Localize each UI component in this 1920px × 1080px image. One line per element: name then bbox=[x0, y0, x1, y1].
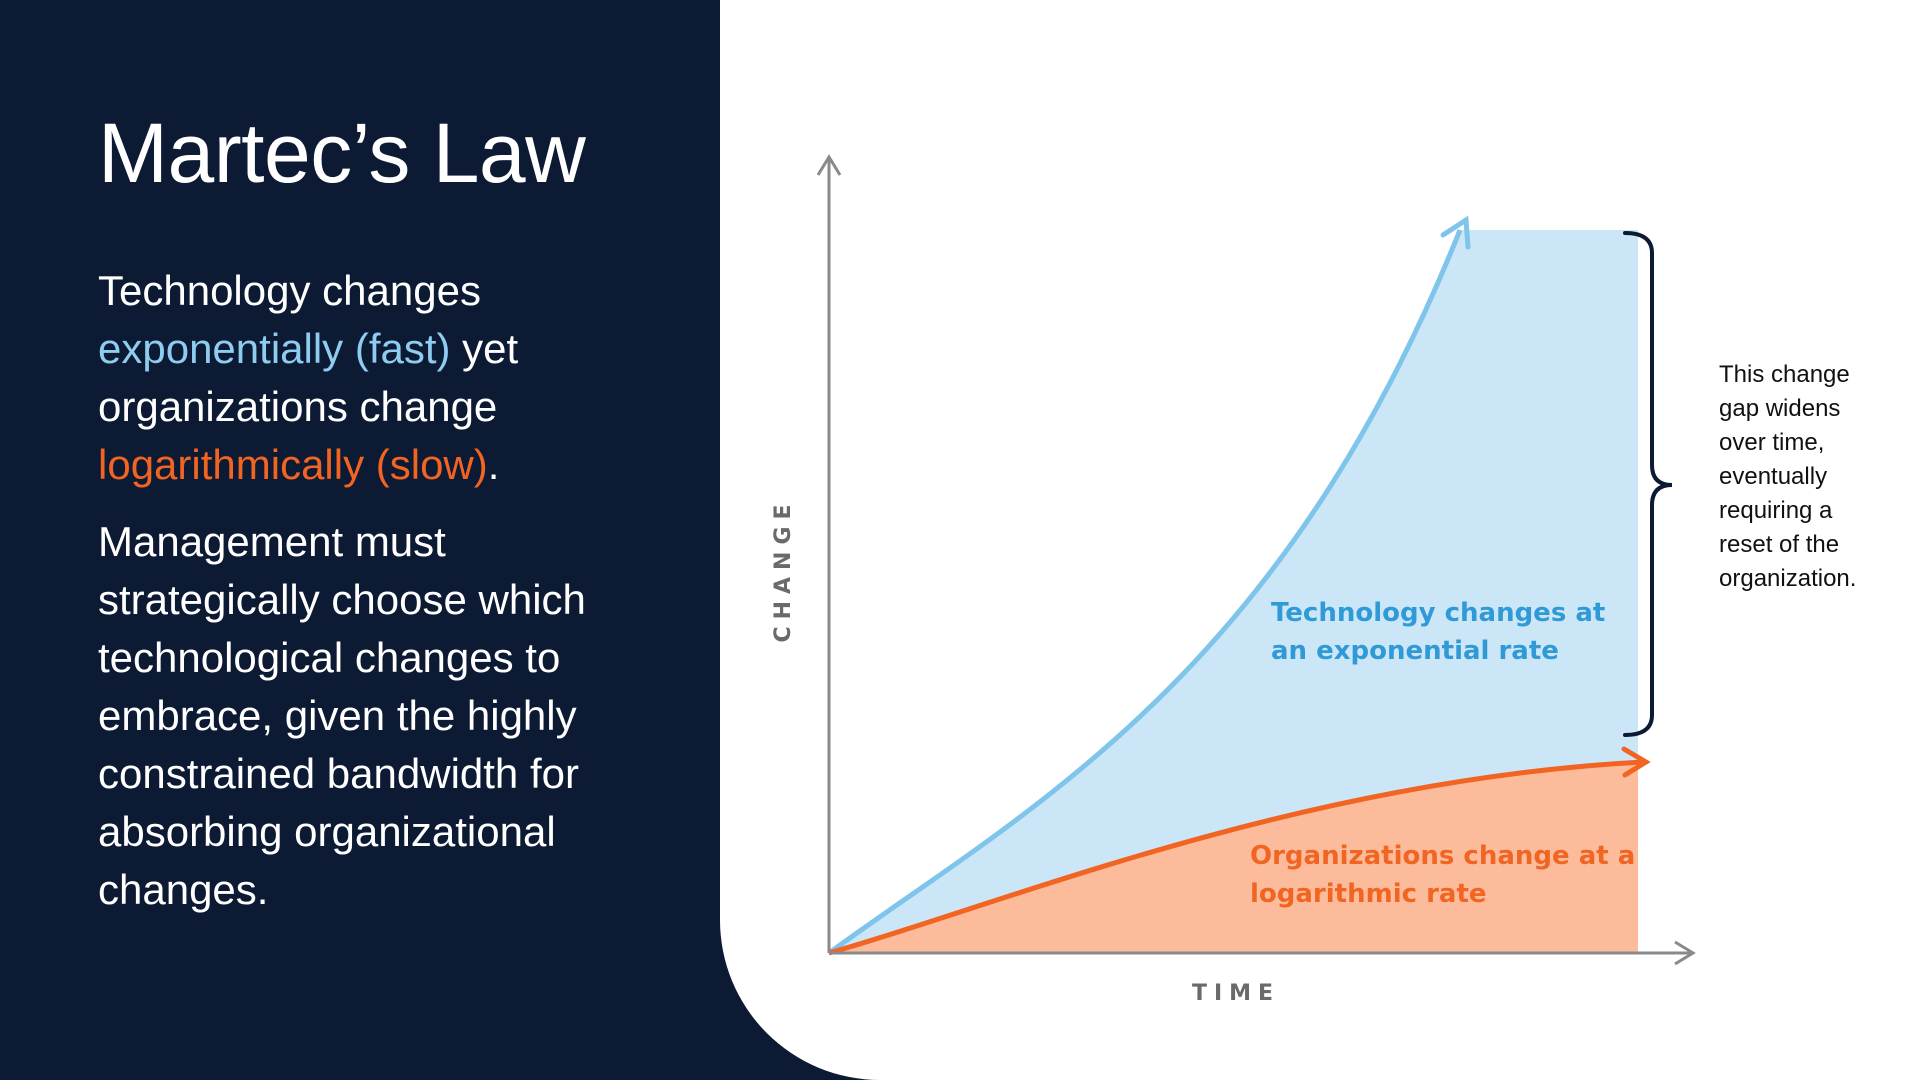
left-panel: Martec’s Law Technology changes exponent… bbox=[0, 0, 740, 1080]
slide-title: Martec’s Law bbox=[98, 106, 586, 200]
organization-label-line-1: Organizations change at a bbox=[1250, 841, 1635, 871]
technology-fill-area bbox=[829, 230, 1638, 953]
gap-note-line-6: reset of the bbox=[1719, 531, 1839, 558]
technology-arrowhead bbox=[1440, 215, 1471, 250]
y-axis-label: CHANGE bbox=[771, 497, 796, 642]
management-paragraph: Management must strategically choose whi… bbox=[98, 518, 586, 913]
gap-note-line-7: organization. bbox=[1719, 565, 1856, 592]
x-axis bbox=[829, 940, 1696, 966]
gap-note-line-1: This change bbox=[1719, 361, 1850, 388]
gap-note-line-2: gap widens bbox=[1719, 395, 1840, 422]
organization-arrowhead bbox=[1621, 746, 1651, 778]
intro-text-start: Technology changes bbox=[98, 267, 481, 314]
technology-label-line-2: an exponential rate bbox=[1271, 636, 1559, 666]
gap-brace bbox=[1623, 231, 1673, 737]
intro-text-end: . bbox=[487, 441, 500, 488]
gap-note-line-5: requiring a bbox=[1719, 497, 1833, 524]
gap-note-line-4: eventually bbox=[1719, 463, 1827, 490]
organization-fill-area bbox=[829, 762, 1638, 953]
x-axis-label: TIME bbox=[1192, 981, 1280, 1006]
technology-curve bbox=[827, 229, 1463, 956]
intro-text-middle: yet organizations change bbox=[98, 325, 519, 430]
gap-note-line-3: over time, bbox=[1719, 429, 1824, 456]
intro-paragraph: Technology changes exponentially (fast) … bbox=[98, 262, 658, 494]
technology-label-line-1: Technology changes at bbox=[1271, 598, 1605, 628]
organization-curve bbox=[828, 759, 1644, 956]
logarithmic-phrase: logarithmically (slow) bbox=[98, 441, 488, 488]
y-axis bbox=[816, 154, 842, 953]
organization-label-line-2: logarithmic rate bbox=[1250, 879, 1487, 909]
exponential-phrase: exponentially (fast) bbox=[98, 325, 451, 372]
